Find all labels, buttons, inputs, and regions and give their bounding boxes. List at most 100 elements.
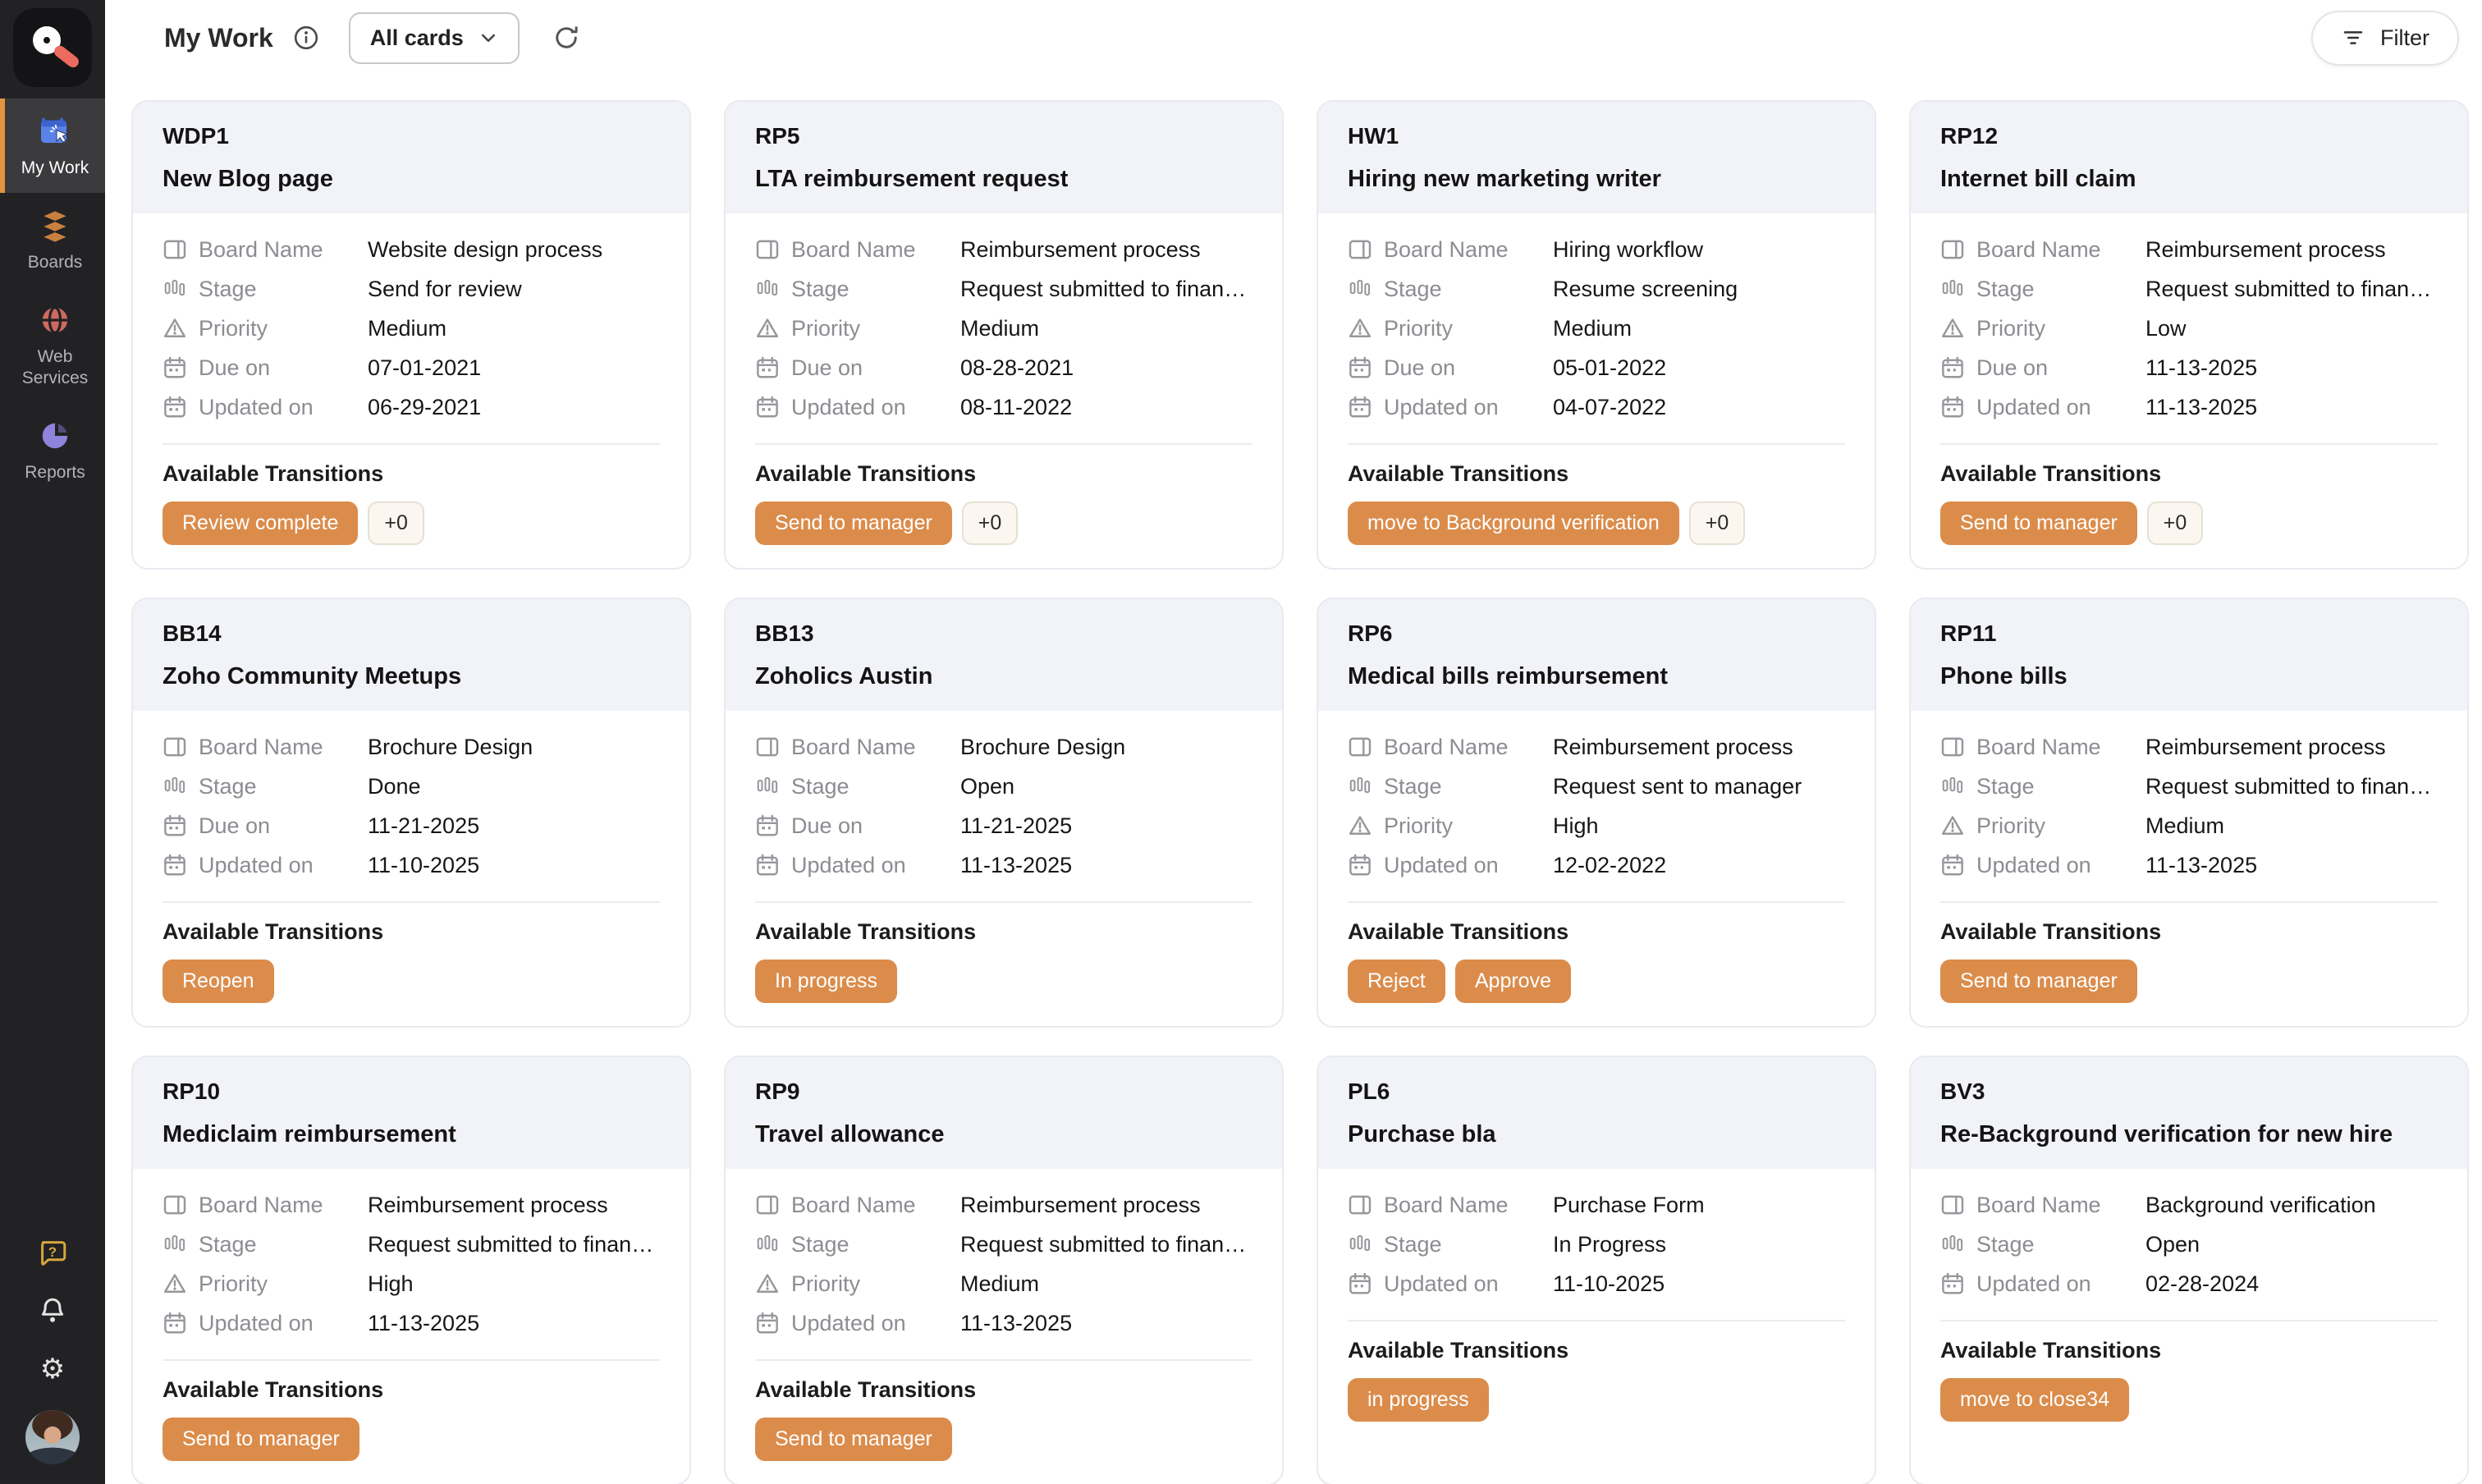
reports-icon bbox=[39, 419, 71, 452]
field-value: Open bbox=[2145, 1231, 2200, 1257]
work-card[interactable]: RP5 LTA reimbursement request Board Name… bbox=[724, 100, 1284, 570]
field-value: Resume screening bbox=[1553, 276, 1738, 301]
card-field: Priority Medium bbox=[163, 309, 660, 348]
more-transitions-chip[interactable]: +0 bbox=[961, 502, 1019, 545]
transition-button[interactable]: in progress bbox=[1348, 1378, 1489, 1422]
card-field: Due on 07-01-2021 bbox=[163, 348, 660, 387]
more-transitions-chip[interactable]: +0 bbox=[2146, 502, 2204, 545]
transition-button[interactable]: move to close34 bbox=[1940, 1378, 2130, 1422]
sidebar-item-my-work[interactable]: My Work bbox=[0, 98, 105, 194]
cards-view-selected-value: All cards bbox=[369, 25, 464, 50]
field-value: Done bbox=[368, 773, 421, 799]
card-fields: Board Name Reimbursement process Stage Requ… bbox=[163, 1185, 660, 1343]
work-card[interactable]: RP11 Phone bills Board Name Reimbursement… bbox=[1909, 598, 2469, 1028]
card-id: BB14 bbox=[163, 621, 222, 646]
calendar-icon bbox=[1940, 853, 1965, 877]
help-icon[interactable]: ? bbox=[36, 1238, 69, 1271]
card-transitions: move to close34 bbox=[1940, 1378, 2438, 1422]
stage-icon bbox=[1940, 277, 1965, 301]
field-label: Due on bbox=[199, 813, 271, 838]
field-label: Stage bbox=[1384, 276, 1442, 301]
filter-button[interactable]: Filter bbox=[2311, 10, 2459, 66]
card-field: Updated on 11-13-2025 bbox=[755, 1303, 1252, 1343]
work-card[interactable]: RP9 Travel allowance Board Name Reimburse… bbox=[724, 1056, 1284, 1484]
card-field: Updated on 11-13-2025 bbox=[1940, 845, 2438, 885]
gear-icon[interactable]: ⚙ bbox=[39, 1353, 66, 1385]
field-label: Board Name bbox=[1976, 734, 2101, 759]
work-card[interactable]: RP12 Internet bill claim Board Name Reimb… bbox=[1909, 100, 2469, 570]
calendar-icon bbox=[163, 355, 187, 380]
transition-button[interactable]: In progress bbox=[755, 960, 898, 1003]
card-field: Priority Low bbox=[1940, 309, 2438, 348]
field-label: Board Name bbox=[199, 1192, 323, 1217]
card-field: Updated on 08-11-2022 bbox=[755, 387, 1252, 427]
work-card[interactable]: RP6 Medical bills reimbursement Board Na… bbox=[1317, 598, 1876, 1028]
field-label: Board Name bbox=[199, 734, 323, 759]
field-label: Stage bbox=[1384, 1231, 1442, 1257]
transition-button[interactable]: Approve bbox=[1454, 960, 1571, 1003]
bell-icon[interactable] bbox=[36, 1295, 69, 1328]
card-title: Medical bills reimbursement bbox=[1348, 663, 1669, 689]
work-card[interactable]: HW1 Hiring new marketing writer Board Na… bbox=[1317, 100, 1876, 570]
field-value: 08-28-2021 bbox=[960, 355, 1074, 380]
board-icon bbox=[1940, 735, 1965, 759]
card-body: Board Name Reimbursement process Stage Requ… bbox=[1911, 213, 2467, 568]
transition-button[interactable]: Send to manager bbox=[163, 1418, 359, 1461]
sidebar-item-boards[interactable]: Boards bbox=[0, 193, 105, 287]
transition-button[interactable]: move to Background verification bbox=[1348, 502, 1679, 545]
work-card[interactable]: RP10 Mediclaim reimbursement Board Name R… bbox=[131, 1056, 691, 1484]
transition-button[interactable]: Reject bbox=[1348, 960, 1445, 1003]
work-card[interactable]: BB13 Zoholics Austin Board Name Brochure … bbox=[724, 598, 1284, 1028]
card-field: Stage Request submitted to financ… bbox=[163, 1225, 660, 1264]
available-transitions-label: Available Transitions bbox=[1348, 919, 1569, 944]
field-value: Request submitted to financ… bbox=[960, 1231, 1252, 1257]
refresh-icon[interactable] bbox=[552, 24, 580, 52]
field-value: Brochure Design bbox=[368, 734, 533, 759]
field-label: Updated on bbox=[1976, 394, 2091, 419]
card-id: BB13 bbox=[755, 621, 814, 646]
card-field: Updated on 11-13-2025 bbox=[1940, 387, 2438, 427]
card-field: Updated on 11-10-2025 bbox=[163, 845, 660, 885]
board-icon bbox=[755, 735, 780, 759]
transition-button[interactable]: Reopen bbox=[163, 960, 274, 1003]
field-label: Due on bbox=[791, 355, 863, 380]
field-value: Background verification bbox=[2145, 1192, 2376, 1217]
card-title: LTA reimbursement request bbox=[755, 166, 1069, 192]
app-logo[interactable] bbox=[0, 0, 105, 98]
calendar-icon bbox=[755, 355, 780, 380]
work-card[interactable]: BV3 Re-Background verification for new h… bbox=[1909, 1056, 2469, 1484]
field-label: Stage bbox=[1976, 773, 2035, 799]
card-divider bbox=[163, 1359, 660, 1361]
user-avatar[interactable] bbox=[25, 1410, 80, 1464]
field-label: Stage bbox=[199, 773, 257, 799]
transition-button[interactable]: Review complete bbox=[163, 502, 359, 545]
card-divider bbox=[755, 901, 1252, 903]
card-fields: Board Name Reimbursement process Stage Requ… bbox=[1940, 727, 2438, 885]
qntrl-logo-icon bbox=[13, 8, 92, 87]
transition-button[interactable]: Send to manager bbox=[1940, 960, 2137, 1003]
sidebar-item-web-services[interactable]: Web Services bbox=[0, 287, 105, 402]
calendar-icon bbox=[755, 813, 780, 838]
priority-icon bbox=[163, 316, 187, 341]
card-transitions: Send to manager bbox=[1940, 960, 2438, 1003]
more-transitions-chip[interactable]: +0 bbox=[368, 502, 424, 545]
more-transitions-chip[interactable]: +0 bbox=[1688, 502, 1746, 545]
work-card[interactable]: WDP1 New Blog page Board Name Website des… bbox=[131, 100, 691, 570]
transition-button[interactable]: Send to manager bbox=[755, 502, 952, 545]
card-header: RP10 Mediclaim reimbursement bbox=[133, 1057, 689, 1169]
field-value: 04-07-2022 bbox=[1553, 394, 1667, 419]
field-label: Board Name bbox=[791, 734, 916, 759]
transition-button[interactable]: Send to manager bbox=[755, 1418, 952, 1461]
cards-view-select[interactable]: All cards bbox=[348, 11, 520, 64]
work-card[interactable]: PL6 Purchase bla Board Name Purchase Form… bbox=[1317, 1056, 1876, 1484]
work-card[interactable]: BB14 Zoho Community Meetups Board Name Br… bbox=[131, 598, 691, 1028]
sidebar-item-reports[interactable]: Reports bbox=[0, 403, 105, 497]
field-value: 11-10-2025 bbox=[1553, 1271, 1665, 1296]
card-field: Priority Medium bbox=[755, 1264, 1252, 1303]
card-field: Board Name Brochure Design bbox=[163, 727, 660, 767]
transition-button[interactable]: Send to manager bbox=[1940, 502, 2137, 545]
field-label: Updated on bbox=[1976, 852, 2091, 877]
info-icon[interactable] bbox=[293, 25, 319, 51]
priority-icon bbox=[1348, 813, 1372, 838]
field-label: Updated on bbox=[1384, 394, 1499, 419]
